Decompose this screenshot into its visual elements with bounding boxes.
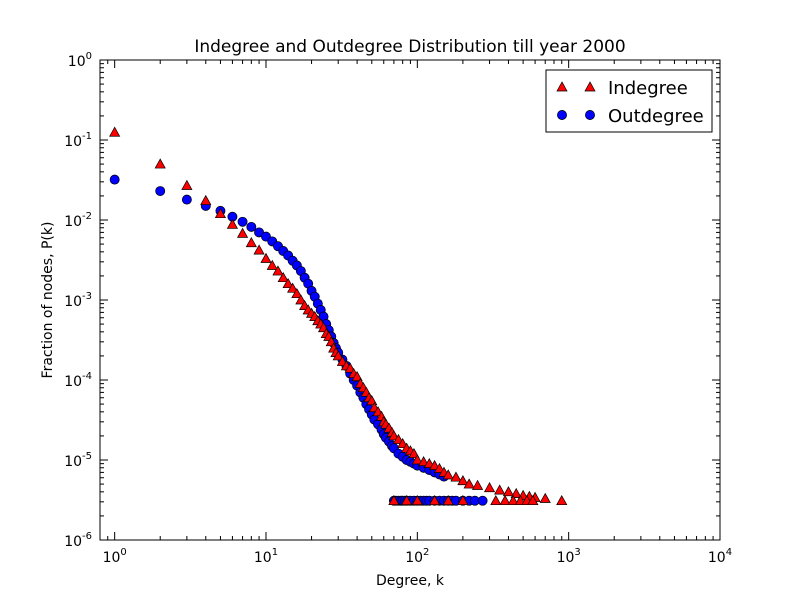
x-tick-label: 101 — [254, 547, 278, 566]
y-tick-label: 10-2 — [64, 211, 92, 230]
indegree-point — [291, 287, 303, 299]
indegree-point — [457, 475, 469, 486]
indegree-point — [450, 471, 462, 482]
legend: Indegree Outdegree — [545, 69, 713, 133]
indegree-point — [226, 218, 239, 229]
indegree-point — [463, 478, 475, 489]
indegree-point — [200, 194, 212, 205]
indegree-point — [282, 277, 294, 289]
y-tick-label: 10-5 — [64, 451, 92, 470]
indegree-point — [253, 244, 265, 255]
indegree-point — [260, 252, 272, 263]
indegree-point — [408, 447, 420, 459]
indegree-point — [527, 494, 539, 506]
indegree-point — [539, 492, 551, 503]
indegree-point — [109, 126, 121, 137]
outdegree-point — [181, 194, 192, 205]
outdegree-point — [246, 221, 257, 232]
indegree-point — [411, 454, 423, 465]
legend-item-indegree: Indegree — [556, 78, 688, 99]
indegree-point — [332, 350, 344, 361]
legend-triangle-icon — [584, 81, 596, 92]
indegree-point — [457, 494, 469, 506]
indegree-point — [351, 370, 363, 382]
indegree-point — [181, 179, 193, 190]
indegree-point — [510, 487, 522, 498]
indegree-point — [490, 494, 502, 506]
outdegree-point — [237, 216, 248, 227]
x-tick-label: 103 — [557, 547, 581, 566]
indegree-point — [442, 469, 454, 480]
legend-item-outdegree: Outdegree — [557, 106, 704, 127]
legend-box — [545, 69, 713, 133]
legend-triangle-icon — [556, 81, 568, 92]
indegree-point — [401, 494, 413, 506]
indegree-point — [214, 207, 227, 219]
x-tick-label: 100 — [103, 547, 127, 566]
y-tick-label: 10-1 — [64, 131, 92, 150]
indegree-point — [418, 456, 430, 467]
legend-circle-icon — [557, 110, 567, 120]
indegree-point — [499, 494, 511, 506]
outdegree-point — [155, 186, 166, 197]
indegree-point — [388, 494, 400, 506]
x-axis-label: Degree, k — [376, 573, 445, 589]
indegree-point — [556, 494, 568, 506]
indegree-point — [245, 236, 257, 248]
y-tick-label: 10-4 — [64, 371, 92, 390]
legend-circle-icon — [585, 110, 595, 120]
indegree-point — [483, 482, 496, 493]
indegree-point — [428, 494, 441, 506]
plot-area: 100 101 102 103 104 100 10-1 10-2 10-3 10-4 10-5 10… — [64, 51, 732, 566]
x-tick-label: 104 — [708, 547, 732, 566]
indegree-point — [154, 158, 166, 169]
chart-title: Indegree and Outdegree Distribution till… — [194, 37, 625, 57]
indegree-point — [277, 271, 289, 283]
outdegree-point — [109, 174, 120, 185]
indegree-point — [471, 479, 484, 490]
legend-label: Outdegree — [608, 106, 704, 127]
indegree-point — [287, 282, 299, 293]
indegree-point — [295, 294, 307, 305]
outdegree-point — [477, 495, 488, 506]
y-tick-label: 10-6 — [64, 531, 92, 550]
legend-label: Indegree — [608, 78, 688, 99]
indegree-point — [507, 494, 519, 506]
indegree-point — [502, 486, 515, 497]
indegree-point — [411, 494, 423, 506]
y-tick-label: 10-3 — [64, 291, 92, 310]
y-tick-label: 100 — [68, 51, 92, 70]
series-indegree — [109, 126, 568, 506]
indegree-point — [442, 494, 454, 506]
indegree-point — [494, 484, 506, 495]
y-axis-label: Fraction of nodes, P(k) — [40, 222, 56, 379]
x-tick-label: 102 — [405, 547, 429, 566]
indegree-point — [266, 259, 278, 270]
indegree-point — [236, 227, 249, 238]
indegree-point — [272, 265, 284, 276]
